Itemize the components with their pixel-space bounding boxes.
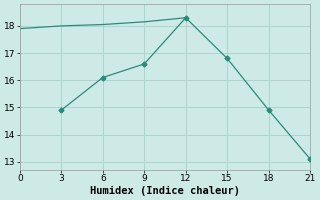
X-axis label: Humidex (Indice chaleur): Humidex (Indice chaleur) xyxy=(90,186,240,196)
